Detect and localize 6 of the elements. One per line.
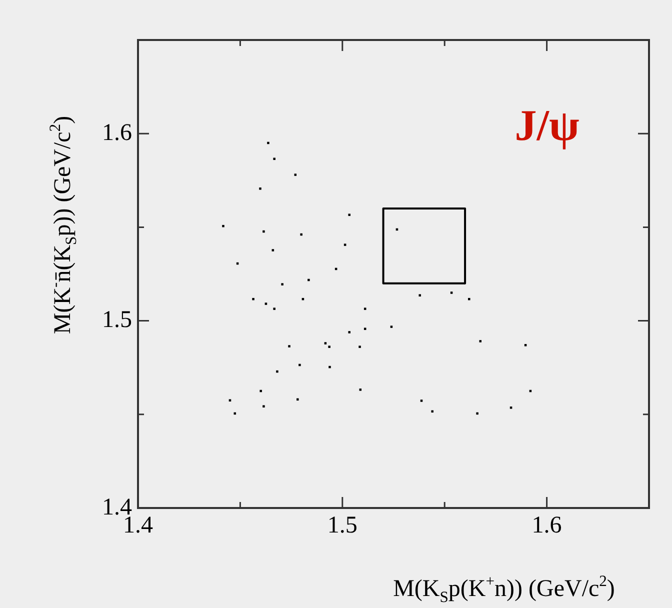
y-tick-label: 1.6 [102, 120, 132, 146]
y-tick-label: 1.5 [102, 307, 132, 334]
x-tick-label: 1.5 [327, 512, 358, 539]
y-axis-title: M(K-n̄(KSp)) (GeV/c2) [46, 116, 80, 334]
annotation: J/ψ [514, 101, 580, 150]
x-tick-label: 1.6 [532, 512, 562, 539]
